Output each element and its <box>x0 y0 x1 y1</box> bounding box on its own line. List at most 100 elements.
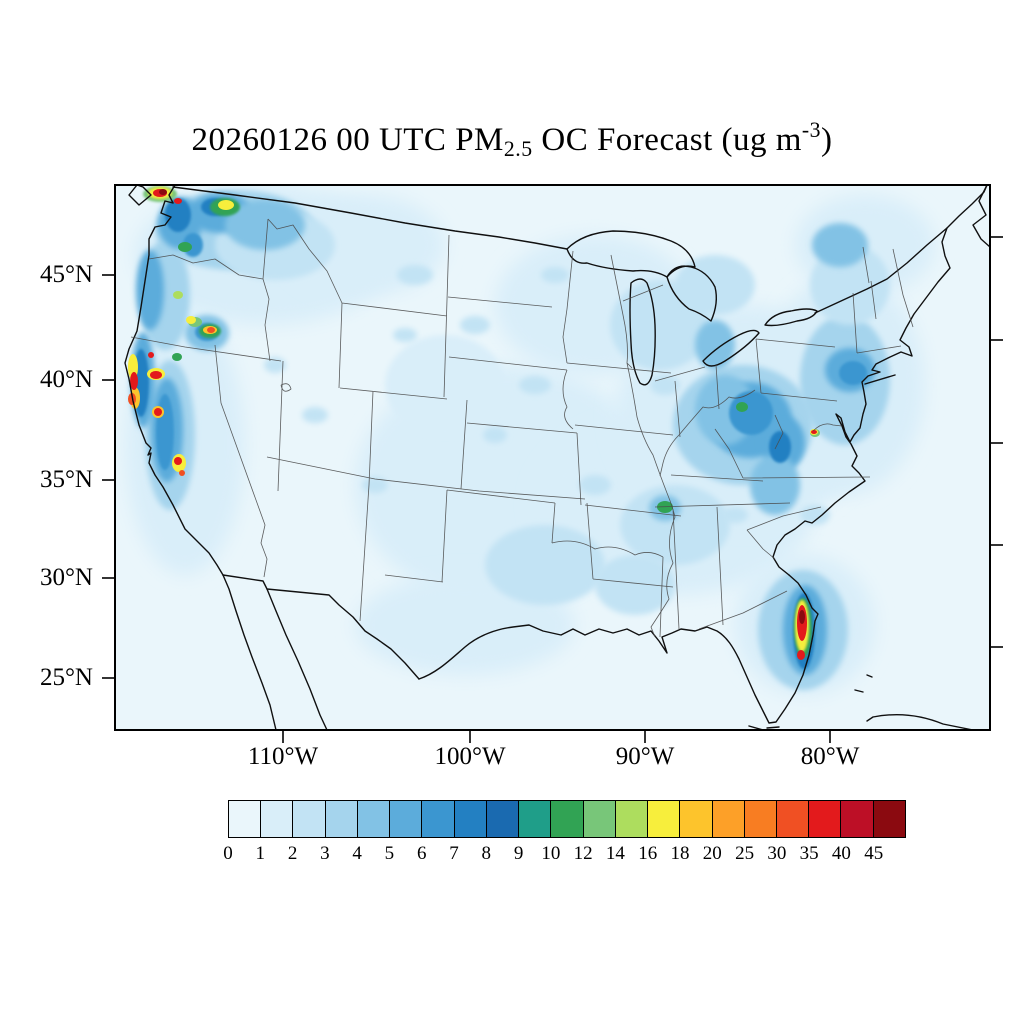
canadian-maritimes-coast <box>972 185 990 248</box>
colorbar-labels: 0 1 2 3 4 5 6 7 8 9 10 12 14 16 18 20 25 30 35 40 45 <box>223 843 906 867</box>
colorbar-cell <box>229 801 262 837</box>
colorbar-cell <box>648 801 681 837</box>
lat-tick-label: 30°N <box>39 564 93 591</box>
concentration-blob <box>159 189 167 195</box>
colorbar-tick-label: 4 <box>352 843 362 864</box>
lat-tick-label: 25°N <box>39 664 93 691</box>
colorbar-tick-label: 45 <box>864 843 884 864</box>
concentration-blob <box>460 316 490 334</box>
chart-title: 20260126 00 UTC PM2.5 OC Forecast (ug m-… <box>60 118 964 162</box>
lon-tick-label: 110°W <box>247 743 319 770</box>
colorbar-cell <box>809 801 842 837</box>
colorbar-cell <box>841 801 874 837</box>
concentration-blob <box>483 427 507 443</box>
concentration-blob <box>839 361 867 385</box>
lon-tick-label: 90°W <box>615 743 675 770</box>
gulf-and-florida-coastline <box>418 574 819 724</box>
colorbar-tick-label: 6 <box>416 843 427 864</box>
concentration-blob <box>797 650 805 660</box>
concentration-blob <box>541 267 569 283</box>
colorbar-tick-label: 3 <box>320 843 330 864</box>
concentration-blob <box>579 475 611 495</box>
long-island <box>864 374 896 385</box>
colorbar-cell <box>486 801 520 837</box>
colorbar-tick-label: 30 <box>767 843 787 864</box>
colorbar-tick-label: 7 <box>449 843 459 864</box>
colorbar-tick-label: 0 <box>223 843 233 864</box>
colorbar-cell <box>873 801 905 837</box>
concentration-blob <box>519 376 551 394</box>
concentration-blob <box>736 402 748 412</box>
concentration-blob <box>174 457 182 465</box>
colorbar-cell <box>261 801 294 837</box>
mexico-border <box>222 574 420 680</box>
concentration-blob <box>620 485 730 565</box>
concentration-blob <box>165 198 191 232</box>
colorbar-tick-label: 40 <box>831 843 851 864</box>
concentration-blob <box>485 525 605 605</box>
concentration-blob <box>302 407 328 423</box>
concentration-blob <box>173 291 183 299</box>
concentration-blob <box>722 507 748 523</box>
concentration-blob <box>675 255 755 315</box>
lat-tick-label: 40°N <box>39 366 93 393</box>
pacific-coastline <box>124 185 224 576</box>
colorbar-tick-label: 20 <box>702 843 722 864</box>
state-borders-midwest-south <box>610 254 791 638</box>
concentration-blob <box>812 223 868 267</box>
colorbar-cell <box>776 801 810 837</box>
concentration-blob <box>393 328 417 342</box>
state-borders-plains <box>447 250 682 588</box>
lat-tick-label: 45°N <box>39 261 93 288</box>
colorbar <box>228 800 906 838</box>
baja-california-coast <box>222 574 277 730</box>
colorbar-cell <box>422 801 455 837</box>
gulf-of-california-coast <box>266 588 328 730</box>
colorbar-cell <box>390 801 423 837</box>
concentration-blob <box>148 352 154 358</box>
concentration-blob <box>769 431 791 463</box>
axis-ticks <box>102 236 1003 743</box>
lon-tick-label: 80°W <box>800 743 860 770</box>
title-superscript: -3 <box>801 118 822 142</box>
colorbar-tick-label: 2 <box>287 843 298 864</box>
colorbar-cell <box>680 801 713 837</box>
colorbar-tick-label: 18 <box>670 843 690 864</box>
lon-tick-label: 100°W <box>434 743 506 770</box>
concentration-blob <box>811 430 817 434</box>
coastlines <box>124 185 990 730</box>
colorbar-cell <box>454 801 487 837</box>
atlantic-coastline <box>772 185 988 576</box>
bahamas-islands <box>854 674 873 693</box>
title-prefix: 20260126 00 UTC PM <box>191 122 504 159</box>
colorbar-cell <box>712 801 745 837</box>
concentration-blob <box>729 391 773 435</box>
colorbar-tick-label: 16 <box>638 843 658 864</box>
colorbar-tick-label: 35 <box>799 843 819 864</box>
concentration-blob <box>799 610 805 624</box>
state-borders-west <box>130 218 664 638</box>
lake-superior <box>566 230 696 278</box>
colorbar-tick-label: 9 <box>513 843 524 864</box>
concentration-field <box>125 185 935 695</box>
colorbar-tick-label: 12 <box>573 843 593 864</box>
concentration-blob <box>750 455 800 515</box>
colorbar-cell <box>615 801 649 837</box>
concentration-blob <box>207 327 215 333</box>
concentration-blob <box>225 200 305 250</box>
concentration-blob <box>186 316 196 324</box>
concentration-blob <box>385 335 505 435</box>
great-lakes <box>566 230 818 386</box>
state-borders <box>130 218 914 638</box>
colorbar-tick-label: 14 <box>605 843 625 864</box>
concentration-blob <box>150 371 162 379</box>
lake-ontario <box>764 308 818 327</box>
canada-border-east <box>814 227 948 314</box>
colorbar-cell <box>293 801 326 837</box>
colorbar-cell <box>744 801 777 837</box>
colorbar-cell <box>551 801 584 837</box>
concentration-blob <box>130 372 138 390</box>
colorbar-tick-label: 5 <box>384 843 395 864</box>
vancouver-island <box>128 185 152 206</box>
